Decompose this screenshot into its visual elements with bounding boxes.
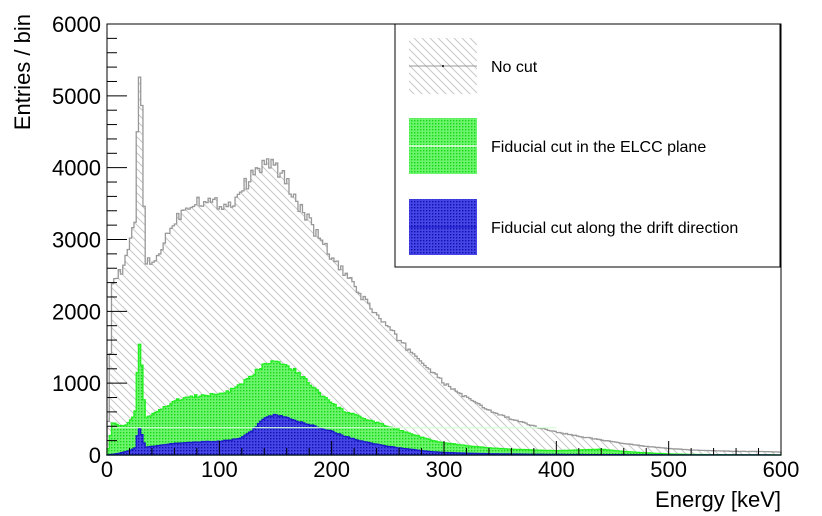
y-tick-label: 5000 [52, 84, 101, 109]
x-axis-label: Energy [keV] [655, 487, 781, 512]
y-axis-ticks: 0 1000 2000 3000 4000 5000 6000 [52, 12, 127, 468]
x-tick-label: 400 [538, 457, 575, 482]
x-axis-ticks: 0 100 200 300 400 500 600 [101, 441, 799, 482]
x-tick-label: 600 [763, 457, 800, 482]
y-tick-label: 3000 [52, 228, 101, 253]
y-tick-label: 0 [89, 443, 101, 468]
legend-label-no-cut: No cut [491, 59, 538, 76]
y-tick-label: 1000 [52, 371, 101, 396]
legend: No cut Fiducial cut in the ELCC plane Fi… [394, 23, 781, 268]
y-tick-label: 6000 [52, 12, 101, 37]
x-tick-label: 500 [650, 457, 687, 482]
legend-entry-no-cut: No cut [409, 38, 538, 94]
x-tick-label: 100 [201, 457, 238, 482]
legend-entry-elcc-cut: Fiducial cut in the ELCC plane [409, 118, 706, 174]
x-tick-label: 200 [313, 457, 350, 482]
legend-label-elcc-cut: Fiducial cut in the ELCC plane [491, 139, 706, 156]
x-tick-label: 300 [426, 457, 463, 482]
y-axis-label: Entries / bin [10, 14, 35, 130]
y-tick-label: 4000 [52, 156, 101, 181]
y-tick-label: 2000 [52, 299, 101, 324]
legend-entry-drift-cut: Fiducial cut along the drift direction [409, 199, 738, 255]
legend-marker-no-cut [442, 65, 444, 67]
series-layer [106, 76, 782, 456]
legend-label-drift-cut: Fiducial cut along the drift direction [491, 220, 738, 237]
x-tick-label: 0 [101, 457, 113, 482]
